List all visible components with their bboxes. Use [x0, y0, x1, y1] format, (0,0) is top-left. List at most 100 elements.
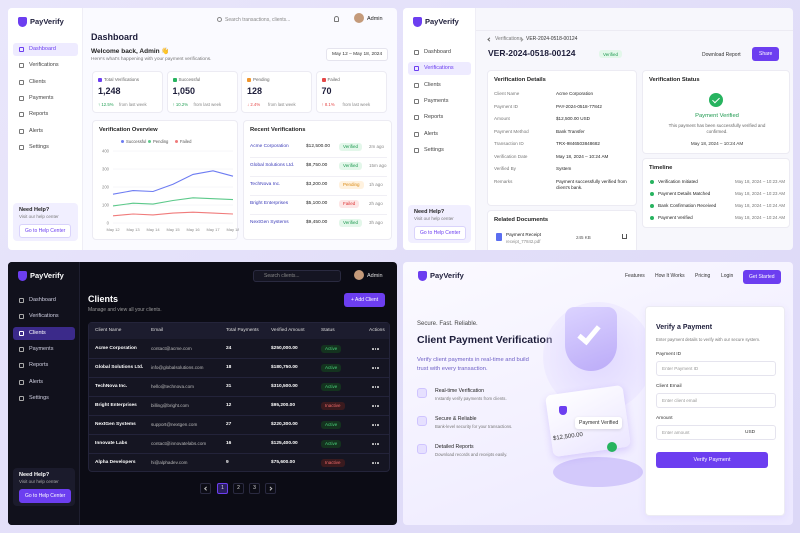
actions-dot[interactable] [372, 462, 374, 464]
top-nav-link[interactable]: Features [625, 273, 645, 279]
input[interactable]: Enter Payment ID [656, 361, 776, 376]
client-name[interactable]: Acme Corporation [95, 346, 137, 351]
nav-item[interactable]: Reports [424, 114, 444, 121]
client-name[interactable]: Global Solutions Ltd. [95, 365, 144, 370]
status-heading: Payment Verified [695, 113, 739, 119]
search-input[interactable]: Search transactions, clients... [225, 17, 291, 23]
actions-dot[interactable] [372, 386, 374, 388]
share-button[interactable]: Share [752, 47, 780, 61]
doc-name[interactable]: Payment Receipt [506, 232, 541, 237]
verified-amount: $180,750.00 [271, 365, 298, 370]
verify-button[interactable]: Verify Payment [656, 452, 768, 468]
date-range[interactable]: May 12 – May 18, 2024 [326, 48, 389, 61]
bell-icon [334, 16, 339, 22]
nav-item[interactable]: Clients [29, 78, 46, 85]
actions-dot[interactable] [372, 405, 374, 407]
row-divider [89, 415, 389, 416]
download-icon[interactable] [622, 234, 627, 239]
nav-item[interactable]: Payments [424, 97, 449, 104]
add-client-button[interactable]: + Add Client [344, 293, 386, 307]
client-name[interactable]: NextGen Systems [95, 422, 136, 427]
stat-label: Successful [178, 77, 201, 82]
kicker: Secure. Fast. Reliable. [417, 321, 478, 327]
x-tick-label: May 12 [106, 227, 120, 232]
nav-item[interactable]: Dashboard [424, 49, 451, 55]
input[interactable]: Enter amount USD [656, 425, 776, 440]
nav-icon [19, 79, 24, 85]
stat-label: Pending [253, 77, 270, 82]
page-button[interactable]: 2 [233, 483, 244, 494]
client-name[interactable]: Innovate Labs [95, 441, 128, 446]
nav-item[interactable]: Settings [29, 394, 49, 401]
y-tick-label: 200 [102, 185, 110, 190]
field-label: Transaction ID [494, 141, 524, 146]
nav-item[interactable]: Verifications [29, 313, 59, 320]
nav-item[interactable]: Alerts [29, 127, 44, 134]
nav-item[interactable]: Dashboard [29, 297, 56, 303]
page-title: Clients [88, 294, 119, 304]
nav-item[interactable]: Payments [29, 94, 54, 101]
client-name[interactable]: TechNova Inc. [95, 384, 128, 389]
nav-item[interactable]: Dashboard [29, 46, 56, 52]
client-name[interactable]: Bright Enterprises [250, 201, 289, 206]
user-name[interactable]: Admin [367, 16, 383, 22]
actions-dot[interactable] [372, 367, 374, 369]
help-button[interactable]: Go to Help Center [19, 224, 72, 238]
field-label: Remarks [494, 178, 513, 184]
help-button[interactable]: Go to Help Center [19, 489, 72, 503]
client-name[interactable]: Acme Corporation [250, 144, 289, 149]
clients-panel: PayVerify Dashboard Verifications Clients Pa… [8, 262, 397, 525]
status-badge: Inactive [321, 401, 345, 410]
nav-item[interactable]: Alerts [29, 378, 44, 385]
chart-card: Verification Overview Successful Pending Fa… [92, 120, 239, 240]
actions-dot[interactable] [372, 348, 374, 350]
nav-item[interactable]: Payments [29, 345, 54, 352]
nav-item[interactable]: Verifications [29, 62, 59, 69]
nav-item[interactable]: Clients [424, 81, 441, 88]
x-tick-label: May 16 [186, 227, 200, 232]
timeline-dot [650, 192, 654, 196]
nav-icon [19, 395, 24, 401]
field-value: Bank Transfer [556, 128, 585, 134]
status-badge: Pending [339, 180, 364, 189]
breadcrumb-link[interactable]: Verifications [495, 36, 522, 42]
search-box[interactable] [253, 270, 341, 282]
top-nav-link[interactable]: How It Works [655, 273, 685, 279]
nav-item[interactable]: Settings [29, 143, 49, 150]
actions-dot[interactable] [372, 424, 374, 426]
client-name[interactable]: NextGen Systems [250, 220, 289, 225]
field-label: Payment Method [494, 128, 529, 134]
nav-item[interactable]: Alerts [424, 130, 439, 137]
prev-page[interactable] [200, 483, 211, 494]
currency-select[interactable]: USD [745, 430, 756, 435]
get-started-button[interactable]: Get Started [743, 270, 781, 284]
stat-change: ↑ 8.1% [321, 102, 335, 107]
client-name[interactable]: Global Solutions Ltd. [250, 163, 295, 168]
actions-dot [377, 367, 379, 369]
verified-amount: $250,000.00 [271, 346, 298, 351]
nav-item[interactable]: Reports [29, 111, 49, 118]
client-name[interactable]: Bright Enterprises [95, 403, 137, 408]
top-nav-link[interactable]: Pricing [695, 273, 711, 279]
client-name[interactable]: TechNova Inc. [250, 182, 281, 187]
nav-item[interactable]: Verifications [424, 65, 454, 72]
timeline-card: Timeline Verification Initiated May 18, 20… [642, 158, 790, 228]
top-nav-link[interactable]: Login [721, 273, 734, 279]
actions-dot[interactable] [372, 443, 374, 445]
help-button[interactable]: Go to Help Center [414, 226, 467, 240]
breadcrumb-sep [519, 37, 524, 42]
nav-item[interactable]: Settings [424, 146, 444, 153]
email: hello@technova.com [151, 384, 194, 389]
page-button[interactable]: 1 [217, 483, 228, 494]
input[interactable]: Enter client email [656, 393, 776, 408]
next-page[interactable] [265, 483, 276, 494]
user-name[interactable]: Admin [367, 273, 383, 279]
nav-item[interactable]: Clients [29, 329, 46, 336]
download-button[interactable]: Download Report [702, 52, 741, 58]
search-input[interactable]: Search clients... [264, 273, 300, 279]
field-value: System [556, 166, 572, 171]
page-button[interactable]: 3 [249, 483, 260, 494]
nav-item[interactable]: Reports [29, 362, 49, 369]
client-name[interactable]: Alpha Developers [95, 460, 136, 465]
